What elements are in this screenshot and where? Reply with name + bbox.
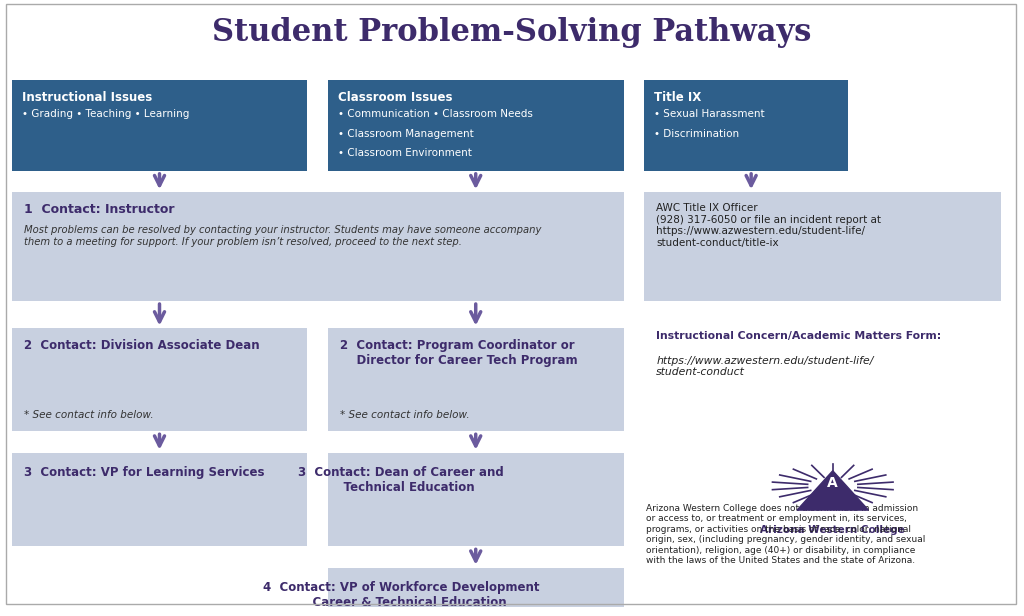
FancyBboxPatch shape xyxy=(11,453,307,546)
Text: 4  Contact: VP of Workforce Development
    Career & Technical Education: 4 Contact: VP of Workforce Development C… xyxy=(263,581,540,609)
Text: • Classroom Management: • Classroom Management xyxy=(338,129,474,139)
Text: Student Problem-Solving Pathways: Student Problem-Solving Pathways xyxy=(212,17,811,47)
FancyBboxPatch shape xyxy=(644,192,1001,301)
FancyBboxPatch shape xyxy=(11,80,307,171)
FancyBboxPatch shape xyxy=(328,453,624,546)
FancyBboxPatch shape xyxy=(328,80,624,171)
Text: • Classroom Environment: • Classroom Environment xyxy=(338,148,472,158)
FancyBboxPatch shape xyxy=(328,567,624,616)
Text: https://www.azwestern.edu/student-life/
student-conduct: https://www.azwestern.edu/student-life/ … xyxy=(656,355,873,377)
FancyBboxPatch shape xyxy=(644,80,848,171)
Text: Arizona Western College does not discriminate in admission
or access to, or trea: Arizona Western College does not discrim… xyxy=(646,504,926,565)
Text: A: A xyxy=(827,476,838,490)
Text: Classroom Issues: Classroom Issues xyxy=(338,91,453,104)
Text: * See contact info below.: * See contact info below. xyxy=(340,410,470,420)
Text: • Discrimination: • Discrimination xyxy=(654,129,739,139)
Text: 1  Contact: Instructor: 1 Contact: Instructor xyxy=(24,203,174,216)
Text: • Communication • Classroom Needs: • Communication • Classroom Needs xyxy=(338,109,532,119)
Text: 3  Contact: VP for Learning Services: 3 Contact: VP for Learning Services xyxy=(24,466,264,479)
Text: • Sexual Harassment: • Sexual Harassment xyxy=(654,109,765,119)
Polygon shape xyxy=(797,471,868,510)
Text: Instructional Concern/Academic Matters Form:: Instructional Concern/Academic Matters F… xyxy=(656,331,941,341)
Text: 2  Contact: Division Associate Dean: 2 Contact: Division Associate Dean xyxy=(24,339,259,352)
FancyBboxPatch shape xyxy=(328,328,624,431)
Text: * See contact info below.: * See contact info below. xyxy=(24,410,154,420)
Text: 3  Contact: Dean of Career and
    Technical Education: 3 Contact: Dean of Career and Technical … xyxy=(298,466,504,494)
Text: Instructional Issues: Instructional Issues xyxy=(22,91,152,104)
Text: AWC Title IX Officer
(928) 317-6050 or file an incident report at
https://www.az: AWC Title IX Officer (928) 317-6050 or f… xyxy=(656,203,882,248)
Text: Title IX: Title IX xyxy=(654,91,701,104)
FancyBboxPatch shape xyxy=(11,192,624,301)
Text: Arizona Western College: Arizona Western College xyxy=(761,525,905,535)
FancyBboxPatch shape xyxy=(11,328,307,431)
Text: Most problems can be resolved by contacting your instructor. Students may have s: Most problems can be resolved by contact… xyxy=(24,225,542,247)
Text: • Grading • Teaching • Learning: • Grading • Teaching • Learning xyxy=(22,109,189,119)
Text: 2  Contact: Program Coordinator or
    Director for Career Tech Program: 2 Contact: Program Coordinator or Direct… xyxy=(340,339,578,367)
